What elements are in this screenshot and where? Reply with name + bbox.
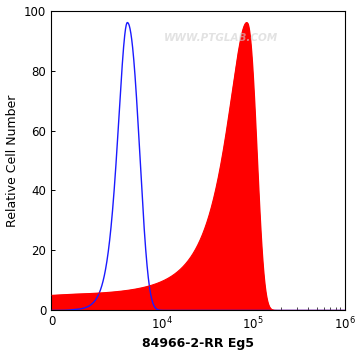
Y-axis label: Relative Cell Number: Relative Cell Number (5, 94, 18, 227)
Text: WWW.PTGLAB.COM: WWW.PTGLAB.COM (164, 32, 278, 43)
X-axis label: 84966-2-RR Eg5: 84966-2-RR Eg5 (142, 337, 254, 350)
